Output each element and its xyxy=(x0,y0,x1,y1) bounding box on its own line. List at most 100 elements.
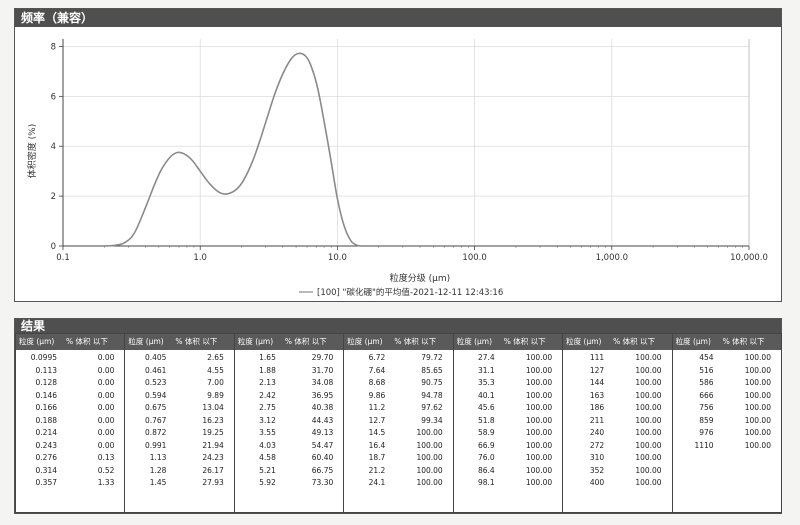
chart-legend: [100] "碳化硼"的平均值-2021-12-11 12:43:16 xyxy=(299,287,503,298)
table-row: 5.21 66.75 xyxy=(235,465,343,478)
cell-percent: 100.00 xyxy=(744,403,771,412)
chart-axes: 0.1 1.0 10.0 100.0 1,000.0 10,000.0 0 2 4 6 8 xyxy=(51,39,768,263)
header-size: 粒度 (μm) xyxy=(675,337,711,346)
cell-percent: 100.00 xyxy=(416,428,443,437)
cell-size: 976 xyxy=(699,428,714,437)
table-row: 586 100.00 xyxy=(673,377,781,390)
cell-percent: 16.23 xyxy=(202,415,224,425)
x-tick-label: 100.0 xyxy=(462,253,486,263)
cell-percent: 100.00 xyxy=(635,478,662,487)
cell-percent: 100.00 xyxy=(635,440,662,450)
cell-size: 0.276 xyxy=(35,453,57,462)
table-row: 58.9 100.00 xyxy=(454,427,562,440)
cell-size: 5.21 xyxy=(259,465,276,475)
cell-percent: 79.72 xyxy=(421,353,443,362)
cell-size: 0.243 xyxy=(35,440,57,450)
cell-size: 18.7 xyxy=(368,453,386,462)
cell-size: 12.7 xyxy=(368,415,386,425)
cell-size: 586 xyxy=(699,378,714,387)
cell-percent: 100.00 xyxy=(525,478,553,487)
cell-size: 0.314 xyxy=(35,465,57,475)
cell-size: 1.13 xyxy=(149,453,167,462)
cell-percent: 19.25 xyxy=(202,428,224,437)
cell-percent: 4.55 xyxy=(207,365,224,375)
cell-size: 3.12 xyxy=(259,415,276,425)
cell-size: 2.13 xyxy=(259,378,276,387)
table-row: 11.2 97.62 xyxy=(344,402,452,415)
cell-size: 400 xyxy=(589,478,605,487)
results-column-header: 粒度 (μm) % 体积 以下 xyxy=(344,334,453,350)
table-row: 5.92 73.30 xyxy=(235,477,343,490)
cell-size: 6.72 xyxy=(368,353,386,362)
table-row: 14.5 100.00 xyxy=(344,427,452,440)
results-column: 粒度 (μm) % 体积 以下 6.72 79.72 7.64 85.65 8.68 90.7… xyxy=(343,333,454,513)
results-table: 粒度 (μm)% 体积 以下 0.0995 0.00 0.113 0.00 0.128 0.… xyxy=(15,333,782,513)
cell-percent: 60.40 xyxy=(311,453,334,462)
table-row: 240 100.00 xyxy=(563,427,671,440)
table-row: 1.28 26.17 xyxy=(125,465,233,478)
cell-size: 0.357 xyxy=(35,478,57,487)
cell-percent: 100.00 xyxy=(635,403,662,412)
header-size: 粒度 (μm) xyxy=(566,337,602,346)
x-tick-label: 1,000.0 xyxy=(596,253,628,263)
cell-size: 163 xyxy=(589,390,605,400)
cell-percent: 0.13 xyxy=(97,453,115,462)
cell-size: 1.45 xyxy=(149,478,167,487)
cell-size: 66.9 xyxy=(478,440,495,450)
table-row: 0.405 2.65 xyxy=(125,352,233,365)
cell-percent: 36.95 xyxy=(311,390,334,400)
cell-percent: 100.00 xyxy=(635,378,662,387)
table-row: 1.45 27.93 xyxy=(125,477,233,490)
table-row: 1110 100.00 xyxy=(673,440,781,453)
table-row: 16.4 100.00 xyxy=(344,440,452,453)
table-row: 310 100.00 xyxy=(563,452,671,465)
cell-size: 1.28 xyxy=(149,465,167,475)
cell-percent: 100.00 xyxy=(744,440,771,450)
results-column-header: 粒度 (μm) % 体积 以下 xyxy=(125,334,234,350)
cell-percent: 54.47 xyxy=(311,440,334,450)
cell-size: 310 xyxy=(589,453,605,462)
header-size: 粒度 (μm) xyxy=(456,337,493,346)
cell-percent: 29.70 xyxy=(311,353,334,362)
header-percent: % 体积 以下 xyxy=(722,337,765,346)
table-row: 0.314 0.52 xyxy=(16,465,124,478)
table-row: 40.1 100.00 xyxy=(454,390,562,403)
cell-size: 58.9 xyxy=(478,428,495,437)
cell-size: 0.461 xyxy=(144,365,167,375)
table-row: 0.188 0.00 xyxy=(16,415,124,428)
x-tick-label: 10.0 xyxy=(328,253,347,263)
cell-percent: 0.00 xyxy=(97,353,115,362)
cell-size: 11.2 xyxy=(368,403,386,412)
table-row: 76.0 100.00 xyxy=(454,452,562,465)
table-row: 3.55 49.13 xyxy=(235,427,343,440)
cell-size: 240 xyxy=(589,428,605,437)
cell-percent: 100.00 xyxy=(635,453,662,462)
table-row: 27.4 100.00 xyxy=(454,352,562,365)
chart-grid xyxy=(62,39,750,247)
table-row: 0.523 7.00 xyxy=(125,377,233,390)
cell-percent: 100.00 xyxy=(635,365,662,375)
header-percent: % 体积 以下 xyxy=(613,337,656,346)
cell-percent: 0.00 xyxy=(97,428,115,437)
table-row: 352 100.00 xyxy=(563,465,671,478)
header-size: 粒度 (μm) xyxy=(347,337,383,346)
cell-size: 86.4 xyxy=(478,465,495,475)
table-row: 7.64 85.65 xyxy=(344,365,452,378)
cell-size: 51.8 xyxy=(478,415,495,425)
header-size: 粒度 (μm) xyxy=(19,337,55,346)
table-row: 1.13 24.23 xyxy=(125,452,233,465)
x-tick-label: 1.0 xyxy=(193,253,207,263)
cell-size: 756 xyxy=(699,403,714,412)
cell-percent: 100.00 xyxy=(525,428,553,437)
cell-size: 0.872 xyxy=(144,428,167,437)
table-row: 12.7 99.34 xyxy=(344,415,452,428)
table-row: 0.113 0.00 xyxy=(16,365,124,378)
cell-size: 516 xyxy=(699,365,714,375)
results-column: 粒度 (μm) % 体积 以下 111 100.00 127 100.00 144 100.0… xyxy=(562,333,673,513)
cell-size: 9.86 xyxy=(368,390,386,400)
results-panel: 结果 粒度 (μm)% 体积 以下 0.0995 0.00 0.113 0.00 0.12… xyxy=(14,318,782,514)
cell-percent: 85.65 xyxy=(421,365,443,375)
results-column: 粒度 (μm) % 体积 以下 0.405 2.65 0.461 4.55 0.523 7.0… xyxy=(124,333,235,513)
x-axis-label: 粒度分级 (μm) xyxy=(390,272,450,284)
table-row: 976 100.00 xyxy=(673,427,781,440)
